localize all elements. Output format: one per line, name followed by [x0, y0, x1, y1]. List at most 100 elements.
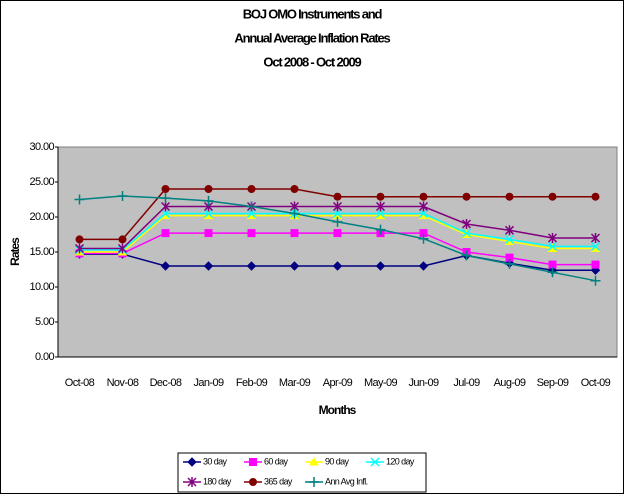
legend-label: 90 day: [325, 456, 350, 466]
marker: [461, 219, 472, 229]
marker: [548, 260, 557, 269]
marker: [590, 233, 601, 243]
marker: [246, 208, 257, 219]
marker: [547, 233, 558, 243]
marker: [462, 192, 471, 201]
x-tick-label: Feb-09: [236, 377, 268, 389]
chart-title: BOJ OMO Instruments and: [243, 6, 383, 21]
marker: [74, 243, 85, 254]
y-axis-label: Rates: [8, 237, 22, 266]
marker: [332, 261, 343, 271]
marker: [461, 228, 472, 238]
marker: [118, 235, 127, 244]
legend-marker: [187, 477, 197, 487]
marker: [247, 229, 256, 238]
y-tick-label: 5.00: [35, 316, 54, 328]
marker: [160, 208, 171, 219]
marker: [332, 208, 343, 219]
marker: [204, 229, 213, 238]
x-tick-label: Apr-09: [323, 377, 353, 389]
marker: [461, 250, 472, 261]
marker: [247, 185, 256, 193]
marker: [418, 208, 429, 219]
x-tick-label: Oct-09: [581, 377, 611, 389]
marker: [204, 185, 213, 193]
x-tick-label: Nov-08: [107, 377, 139, 389]
plot-area: [57, 146, 618, 358]
x-tick-label: Jul-09: [453, 377, 480, 389]
marker: [289, 261, 300, 271]
marker: [203, 195, 214, 206]
marker: [333, 192, 342, 201]
marker: [161, 229, 170, 238]
marker: [289, 208, 300, 219]
y-tick-label: 0.00: [35, 351, 54, 363]
marker: [590, 275, 601, 286]
legend-marker: [309, 456, 319, 466]
x-tick-label: Dec-08: [150, 377, 182, 389]
legend-label: 30 day: [203, 456, 228, 466]
marker: [591, 192, 600, 201]
chart-title: Annual Average Inflation Rates: [234, 30, 390, 45]
x-tick-label: Sep-09: [537, 377, 569, 389]
marker: [504, 234, 515, 244]
legend-marker: [249, 478, 257, 486]
marker: [246, 261, 257, 271]
marker: [375, 224, 386, 235]
y-tick-label: 25.00: [29, 176, 54, 188]
legend-label: 120 day: [386, 456, 415, 466]
marker: [375, 201, 386, 212]
legend-label: Ann Avg Infl.: [325, 476, 368, 486]
marker: [246, 201, 257, 212]
legend-marker: [187, 457, 197, 467]
legend-label: 60 day: [264, 456, 289, 466]
marker: [161, 185, 170, 193]
marker: [591, 260, 600, 269]
y-tick-label: 30.00: [29, 141, 54, 153]
marker: [75, 235, 84, 244]
marker: [290, 229, 299, 238]
marker: [160, 193, 171, 204]
marker: [376, 192, 385, 201]
marker: [290, 185, 299, 193]
x-axis-label: Months: [319, 403, 357, 417]
marker: [418, 261, 429, 271]
x-tick-label: Mar-09: [279, 377, 311, 389]
marker: [590, 241, 601, 251]
marker: [332, 201, 343, 212]
legend-label: 180 day: [203, 476, 232, 486]
marker: [418, 201, 429, 212]
marker: [74, 194, 85, 205]
legend-marker: [309, 477, 319, 487]
marker: [117, 243, 128, 254]
marker: [203, 261, 214, 271]
x-tick-label: Jan-09: [193, 377, 224, 389]
marker: [375, 261, 386, 271]
marker: [418, 233, 429, 244]
x-tick-label: Oct-08: [65, 377, 95, 389]
x-tick-label: Jun-09: [408, 377, 439, 389]
y-tick-label: 15.00: [29, 246, 54, 258]
marker: [419, 192, 428, 201]
marker: [332, 216, 343, 227]
marker: [505, 192, 514, 201]
marker: [547, 241, 558, 251]
y-tick-label: 20.00: [29, 211, 54, 223]
marker: [160, 201, 171, 212]
legend-label: 365 day: [264, 476, 293, 486]
marker: [547, 267, 558, 278]
legend-marker: [370, 457, 380, 467]
marker: [160, 261, 171, 271]
marker: [117, 191, 128, 201]
marker: [333, 229, 342, 238]
marker: [203, 208, 214, 219]
x-tick-label: May-09: [364, 377, 398, 389]
legend-marker: [249, 458, 257, 466]
y-tick-label: 10.00: [29, 281, 54, 293]
marker: [504, 225, 515, 236]
chart-title: Oct 2008 - Oct 2009: [263, 54, 361, 69]
x-tick-label: Aug-09: [494, 377, 526, 389]
marker: [548, 192, 557, 201]
marker: [375, 208, 386, 219]
